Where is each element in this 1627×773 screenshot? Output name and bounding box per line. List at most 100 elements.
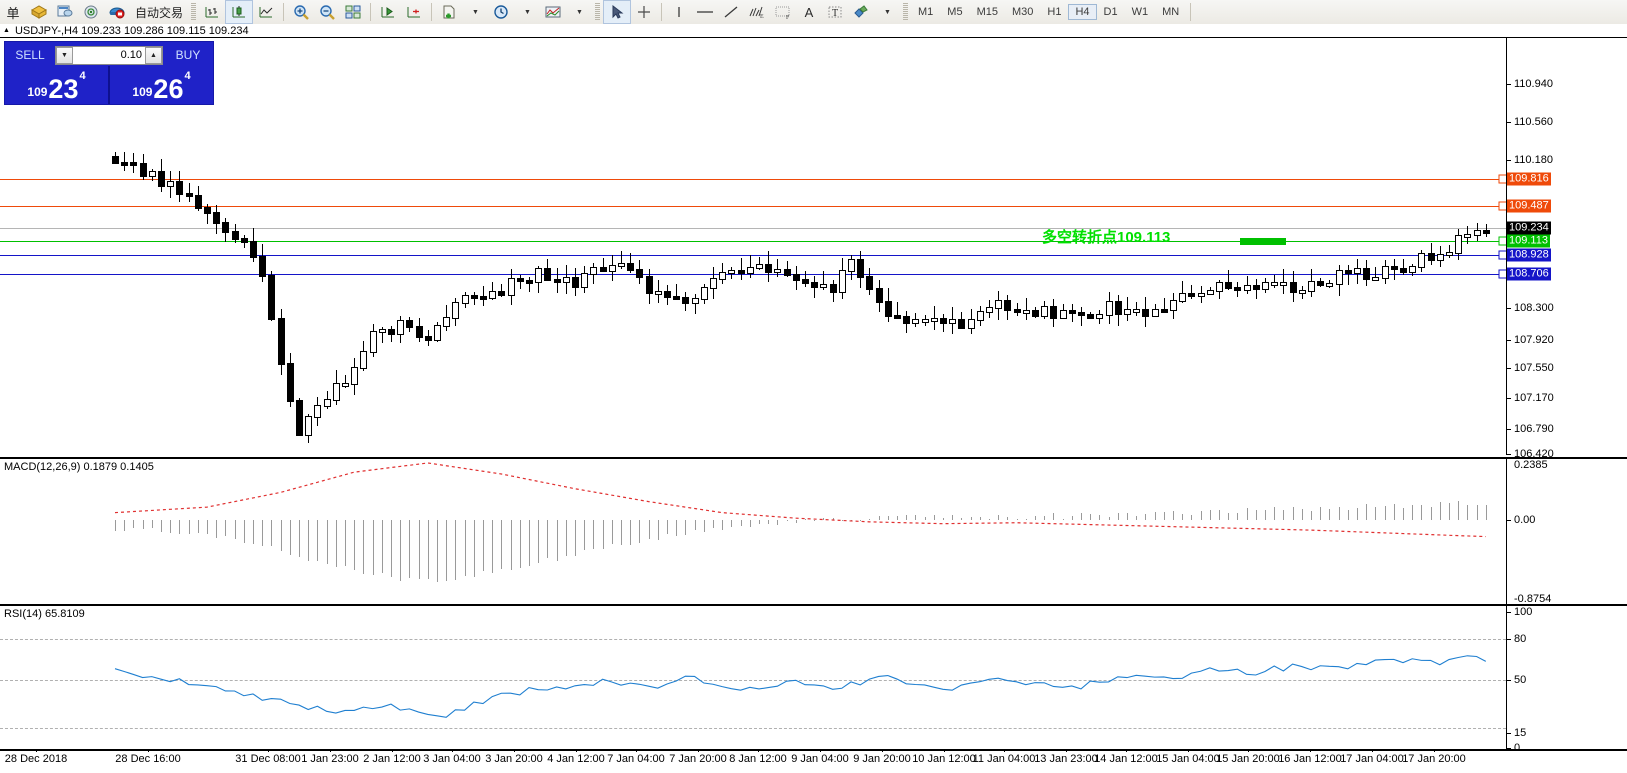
candle-body bbox=[470, 294, 478, 299]
market-watch-icon[interactable] bbox=[78, 1, 104, 23]
level-handle-support-2[interactable] bbox=[1498, 269, 1506, 279]
indicators-caret-icon[interactable]: ▼ bbox=[576, 8, 583, 16]
timeframe-w1[interactable]: W1 bbox=[1131, 6, 1149, 18]
autotrade-icon[interactable] bbox=[104, 1, 130, 23]
period-icon[interactable] bbox=[488, 1, 514, 23]
zoom-in-icon[interactable] bbox=[288, 1, 314, 23]
toolbar-grip-1[interactable] bbox=[191, 3, 197, 21]
rsi-pane[interactable]: 100 80 50 15 0 RSI(14) 65.8109 bbox=[0, 604, 1627, 754]
rsi-grid-line-50 bbox=[0, 680, 1506, 681]
candle-body bbox=[1234, 287, 1242, 292]
chart-shift-icon[interactable] bbox=[401, 1, 427, 23]
macd-histogram-bar bbox=[1338, 506, 1340, 520]
crosshair-icon[interactable] bbox=[631, 1, 657, 23]
annotation-marker[interactable] bbox=[1240, 238, 1286, 245]
level-line-pivot-level[interactable] bbox=[0, 241, 1506, 242]
timeframe-d1[interactable]: D1 bbox=[1103, 6, 1118, 18]
lot-increase-button[interactable]: ▲ bbox=[145, 46, 162, 64]
fibonacci-icon[interactable]: F bbox=[770, 1, 796, 23]
auto-scroll-icon[interactable] bbox=[375, 1, 401, 23]
price-label-pivot-level[interactable]: 109.113 bbox=[1507, 234, 1550, 248]
toolbar-grip-2[interactable] bbox=[595, 3, 601, 21]
buy-button[interactable]: BUY bbox=[175, 48, 201, 62]
level-handle-pivot-level[interactable] bbox=[1498, 236, 1506, 246]
text-icon[interactable]: A bbox=[804, 4, 814, 20]
indicators-icon[interactable] bbox=[540, 1, 566, 23]
sell-quote[interactable]: 109 23 4 bbox=[5, 66, 108, 104]
one-click-trade-panel[interactable]: SELL ▼ 0.10 ▲ BUY 109 23 4 109 26 4 bbox=[4, 41, 214, 105]
lot-size-value[interactable]: 0.10 bbox=[120, 49, 142, 61]
timeframe-h4[interactable]: H4 bbox=[1068, 4, 1097, 20]
collapse-triangle-icon[interactable]: ▲ bbox=[3, 27, 10, 34]
lot-size-stepper[interactable]: ▼ 0.10 ▲ bbox=[55, 45, 163, 65]
new-order-icon[interactable]: 单 bbox=[6, 5, 20, 21]
period-caret-icon[interactable]: ▼ bbox=[524, 8, 531, 16]
timeframe-m5[interactable]: M5 bbox=[947, 6, 963, 18]
rsi-line bbox=[114, 655, 1487, 718]
candle-body bbox=[194, 194, 202, 209]
templates-caret-icon[interactable]: ▼ bbox=[472, 8, 479, 16]
templates-icon[interactable] bbox=[436, 1, 462, 23]
expert-advisors-icon[interactable] bbox=[26, 1, 52, 23]
level-handle-support-1[interactable] bbox=[1498, 250, 1506, 260]
candle-body bbox=[185, 193, 193, 197]
timeframe-h1[interactable]: H1 bbox=[1047, 6, 1062, 18]
macd-plot-area[interactable] bbox=[0, 459, 1506, 604]
toolbar-sep-5 bbox=[1190, 3, 1192, 21]
shapes-caret-icon[interactable]: ▼ bbox=[884, 8, 891, 16]
macd-histogram-bar bbox=[1053, 513, 1055, 520]
macd-pane[interactable]: 0.2385 0.00 -0.8754 MACD(12,26,9) 0.1879 0… bbox=[0, 457, 1627, 605]
elliott-wave-icon[interactable]: E bbox=[744, 1, 770, 23]
buy-quote[interactable]: 109 26 4 bbox=[110, 66, 213, 104]
timeframe-m1[interactable]: M1 bbox=[918, 6, 934, 18]
bar-chart-icon[interactable] bbox=[199, 1, 225, 23]
level-handle-resistance-1[interactable] bbox=[1498, 201, 1506, 211]
candle-body bbox=[940, 317, 947, 325]
time-axis[interactable]: 28 Dec 2018 28 Dec 16:00 31 Dec 08:00 1 Jan… bbox=[0, 749, 1627, 773]
sell-button[interactable]: SELL bbox=[15, 48, 45, 62]
text-label-icon[interactable]: T bbox=[822, 1, 848, 23]
timeframe-m15[interactable]: M15 bbox=[976, 6, 998, 18]
autotrade-label[interactable]: 自动交易 bbox=[130, 1, 188, 23]
candle-body bbox=[1225, 281, 1233, 290]
level-handle-resistance-2[interactable] bbox=[1498, 174, 1506, 184]
chart-annotation-text[interactable]: 多空转折点109.113 bbox=[1042, 229, 1171, 246]
zoom-out-icon[interactable] bbox=[314, 1, 340, 23]
price-label-support-1[interactable]: 108.928 bbox=[1507, 248, 1551, 262]
timeframe-mn[interactable]: MN bbox=[1162, 6, 1180, 18]
candle-body bbox=[921, 319, 929, 324]
shapes-icon[interactable] bbox=[848, 1, 874, 23]
price-label-resistance-1[interactable]: 109.487 bbox=[1507, 199, 1551, 213]
candle-body bbox=[875, 288, 883, 303]
macd-histogram-bar bbox=[823, 517, 825, 520]
level-line-resistance-1[interactable] bbox=[0, 206, 1506, 207]
timeframe-m30[interactable]: M30 bbox=[1011, 6, 1034, 18]
price-label-current-price[interactable]: 109.234 bbox=[1507, 221, 1551, 235]
level-line-current-price[interactable] bbox=[0, 228, 1506, 229]
candle-body bbox=[1326, 282, 1334, 287]
candle-body bbox=[452, 301, 460, 319]
trendline-icon[interactable] bbox=[718, 1, 744, 23]
price-label-resistance-2[interactable]: 109.816 bbox=[1507, 172, 1551, 186]
data-window-icon[interactable] bbox=[52, 1, 78, 23]
toolbar-grip-3[interactable] bbox=[903, 3, 909, 21]
level-line-resistance-2[interactable] bbox=[0, 179, 1506, 180]
level-line-support-2[interactable] bbox=[0, 274, 1506, 275]
candle-body bbox=[130, 162, 138, 167]
candle-body bbox=[286, 363, 294, 403]
rsi-tick bbox=[1507, 639, 1511, 640]
price-label-support-2[interactable]: 108.706 bbox=[1507, 267, 1551, 281]
candlestick-chart-icon[interactable] bbox=[225, 0, 254, 24]
tile-windows-icon[interactable] bbox=[340, 1, 366, 23]
vertical-line-icon[interactable] bbox=[666, 1, 692, 23]
rsi-plot-area[interactable] bbox=[0, 606, 1506, 749]
macd-histogram-bar bbox=[501, 520, 503, 569]
line-chart-icon[interactable] bbox=[253, 1, 279, 23]
price-scale[interactable]: 110.940 110.560 110.180 108.300 107.920 107.5… bbox=[1506, 38, 1627, 460]
cursor-icon[interactable] bbox=[603, 0, 632, 24]
price-pane[interactable]: 多空转折点109.113 110.940 110.560 110.180 108.30… bbox=[0, 38, 1627, 460]
level-line-support-1[interactable] bbox=[0, 255, 1506, 256]
lot-decrease-button[interactable]: ▼ bbox=[56, 46, 73, 64]
horizontal-line-icon[interactable] bbox=[692, 1, 718, 23]
price-plot-area[interactable]: 多空转折点109.113 bbox=[0, 38, 1506, 455]
